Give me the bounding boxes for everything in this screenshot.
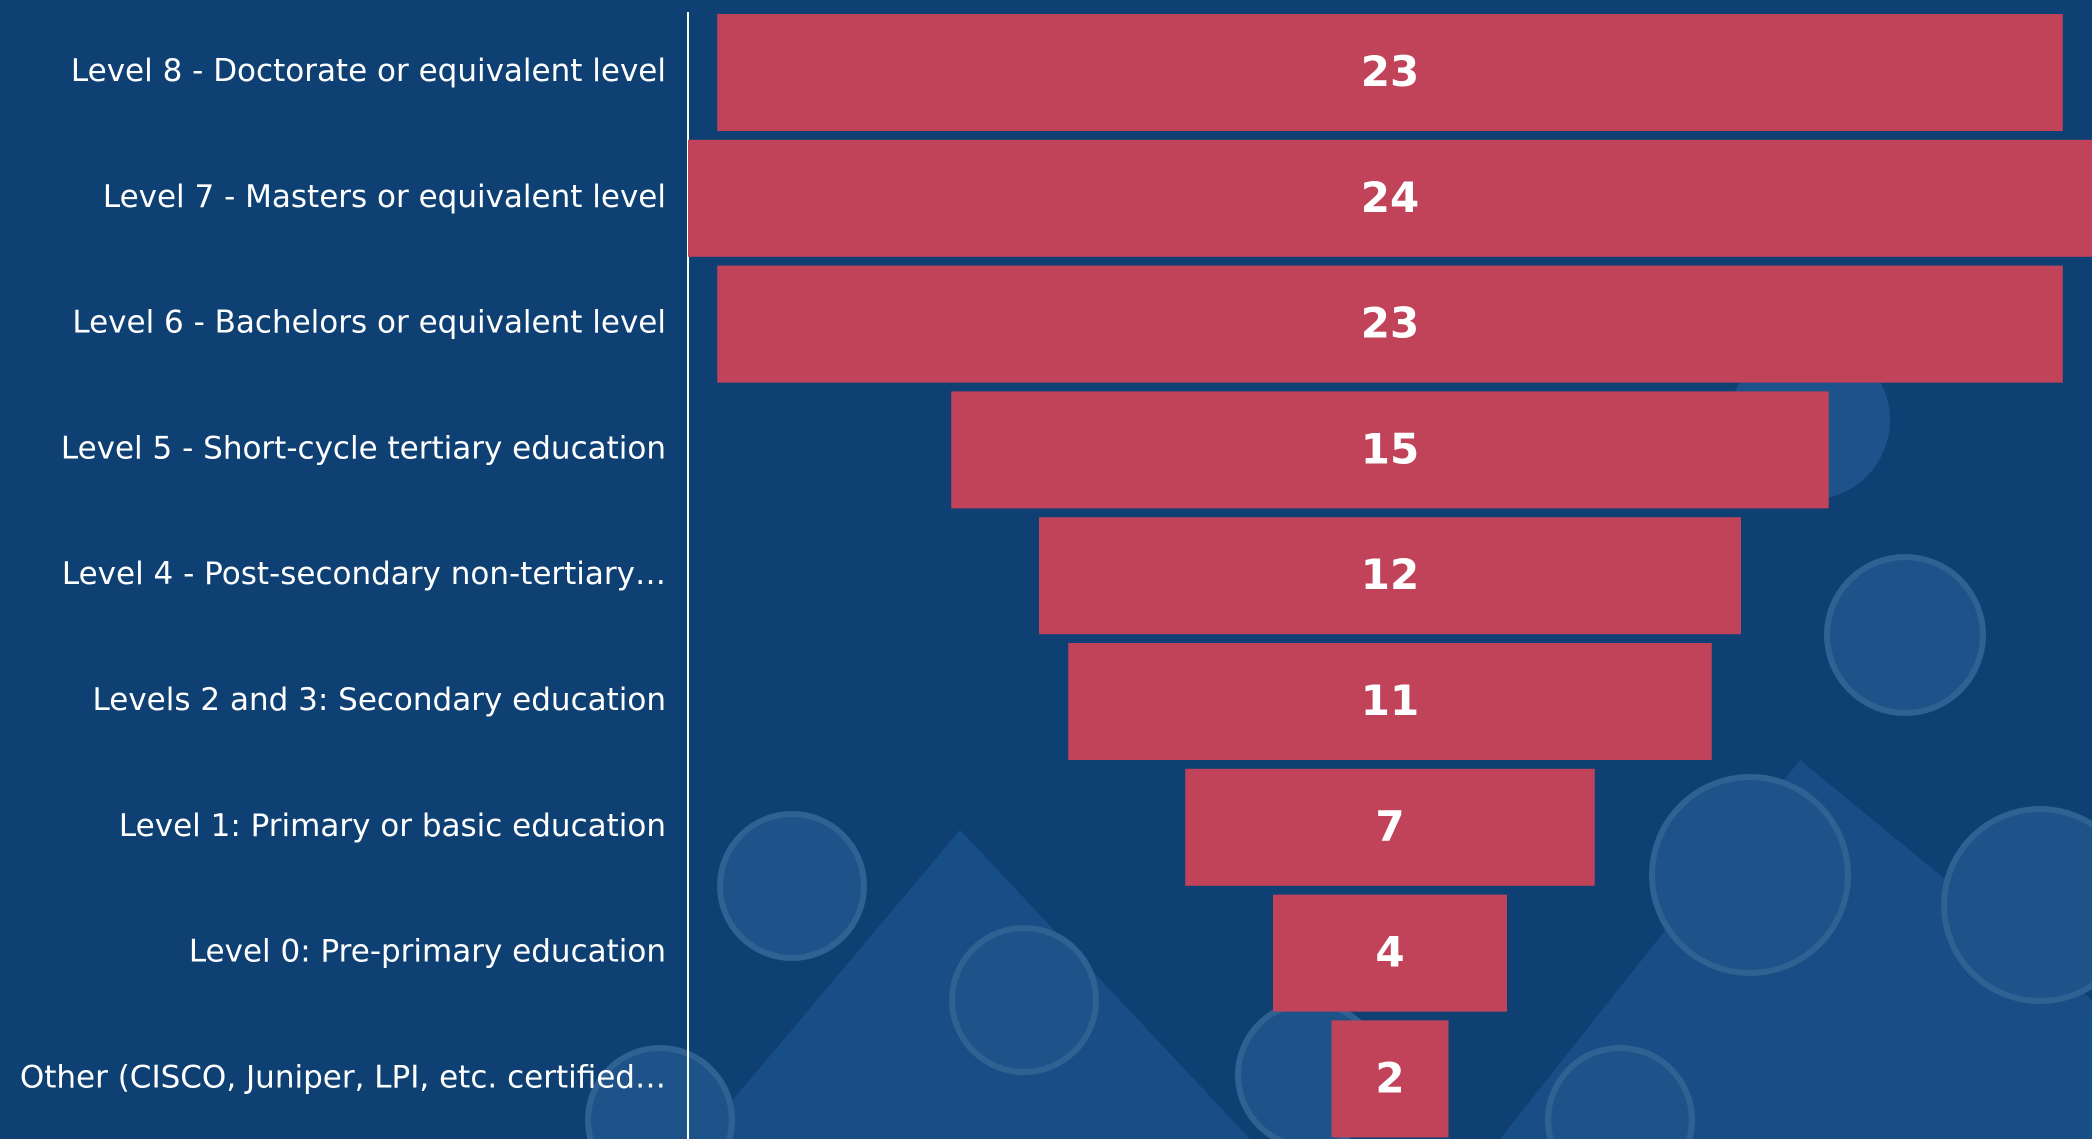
value-label: 24 <box>1361 173 1419 222</box>
page: {"chart_data": {"type": "funnel", "categ… <box>0 0 2092 1139</box>
category-label: Level 0: Pre-primary education <box>189 934 666 970</box>
value-label: 23 <box>1361 299 1419 348</box>
value-label: 2 <box>1375 1053 1404 1102</box>
category-label: Level 6 - Bachelors or equivalent level <box>72 305 666 341</box>
value-label: 11 <box>1361 676 1419 725</box>
category-label: Level 5 - Short-cycle tertiary education <box>61 430 666 466</box>
value-label: 12 <box>1361 550 1419 599</box>
deco-circle <box>952 928 1096 1072</box>
deco-circle <box>720 814 864 958</box>
value-label: 7 <box>1375 802 1404 851</box>
deco-circle <box>1652 777 1848 973</box>
value-label: 15 <box>1361 424 1419 473</box>
category-label: Level 4 - Post-secondary non-tertiary… <box>62 556 666 592</box>
category-label: Levels 2 and 3: Secondary education <box>93 682 666 718</box>
chart: Level 8 - Doctorate or equivalent level 2… <box>0 0 2092 1139</box>
category-label: Level 7 - Masters or equivalent level <box>103 179 666 215</box>
category-label: Level 8 - Doctorate or equivalent level <box>71 53 666 89</box>
value-label: 4 <box>1375 928 1404 977</box>
value-label: 23 <box>1361 47 1419 96</box>
category-label: Other (CISCO, Juniper, LPI, etc. certifi… <box>20 1059 666 1095</box>
category-label: Level 1: Primary or basic education <box>119 808 666 844</box>
deco-circle <box>1827 557 1983 713</box>
